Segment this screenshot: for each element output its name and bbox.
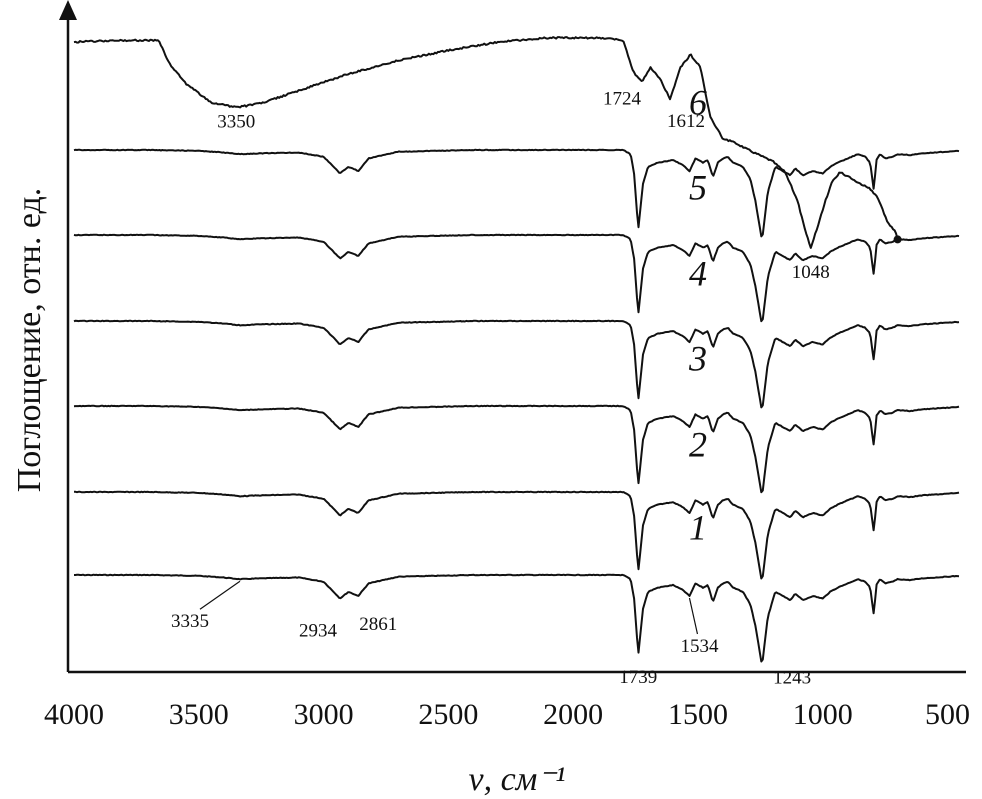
peak-label-2861: 2861 [359,614,397,635]
spectrum-end-point-7 [893,235,902,244]
x-tick-label-500: 500 [925,698,970,731]
spectrum-curve-5 [73,233,960,323]
curve-label-7: 7 [414,0,434,8]
curve-label-5: 5 [689,168,707,208]
peak-label-1739: 1739 [619,667,657,688]
x-tick-label-2500: 2500 [418,698,478,731]
curve-label-1: 1 [689,508,707,548]
peak-label-1243: 1243 [773,668,811,689]
x-axis-title: ν, см⁻¹ [468,761,565,798]
x-axis-ticks: 4000 3500 3000 2500 2000 1500 1000 500 [44,698,970,731]
curve-label-4: 4 [689,254,707,294]
x-tick-label-3500: 3500 [169,698,229,731]
x-tick-label-1000: 1000 [793,698,853,731]
peak-label-3350: 3350 [217,112,255,133]
peak-leader-3335 [199,580,241,610]
peak-label-1724: 1724 [603,88,642,109]
peak-leader-1534 [688,597,699,635]
x-tick-label-1500: 1500 [668,698,728,731]
spectrum-curve-7 [73,36,899,249]
x-tick-label-2000: 2000 [543,698,603,731]
spectrum-curve-3 [73,404,960,494]
spectra-curves: 1 2 3 4 5 6 7 [73,0,960,663]
x-tick-label-4000: 4000 [44,698,104,731]
peak-label-1048: 1048 [792,262,830,283]
curve-label-2: 2 [689,425,707,465]
curve-label-6: 6 [689,83,707,123]
y-axis-title: Поглощение, отн. ед. [11,188,48,493]
axes [59,0,966,674]
peak-label-2934: 2934 [299,621,338,642]
peak-label-1534: 1534 [680,636,719,657]
peak-label-3335: 3335 [171,611,209,632]
x-tick-label-3000: 3000 [294,698,354,731]
curve-label-3: 3 [688,339,707,379]
spectrum-curve-4 [73,319,960,409]
spectrum-curve-2 [74,490,960,580]
spectrum-curve-1 [74,573,960,663]
y-axis-arrow-icon [59,0,77,20]
peak-label-1612: 1612 [667,111,705,132]
spectrum-curve-6 [73,148,960,238]
